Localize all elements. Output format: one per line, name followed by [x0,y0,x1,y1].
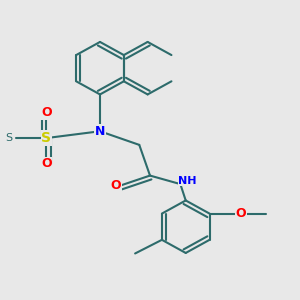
Text: O: O [235,207,246,220]
Text: O: O [111,179,122,192]
Text: N: N [95,125,105,138]
Text: S: S [5,133,13,143]
Text: NH: NH [178,176,197,186]
Text: S: S [41,131,51,145]
Text: O: O [41,106,52,119]
Text: O: O [41,157,52,170]
